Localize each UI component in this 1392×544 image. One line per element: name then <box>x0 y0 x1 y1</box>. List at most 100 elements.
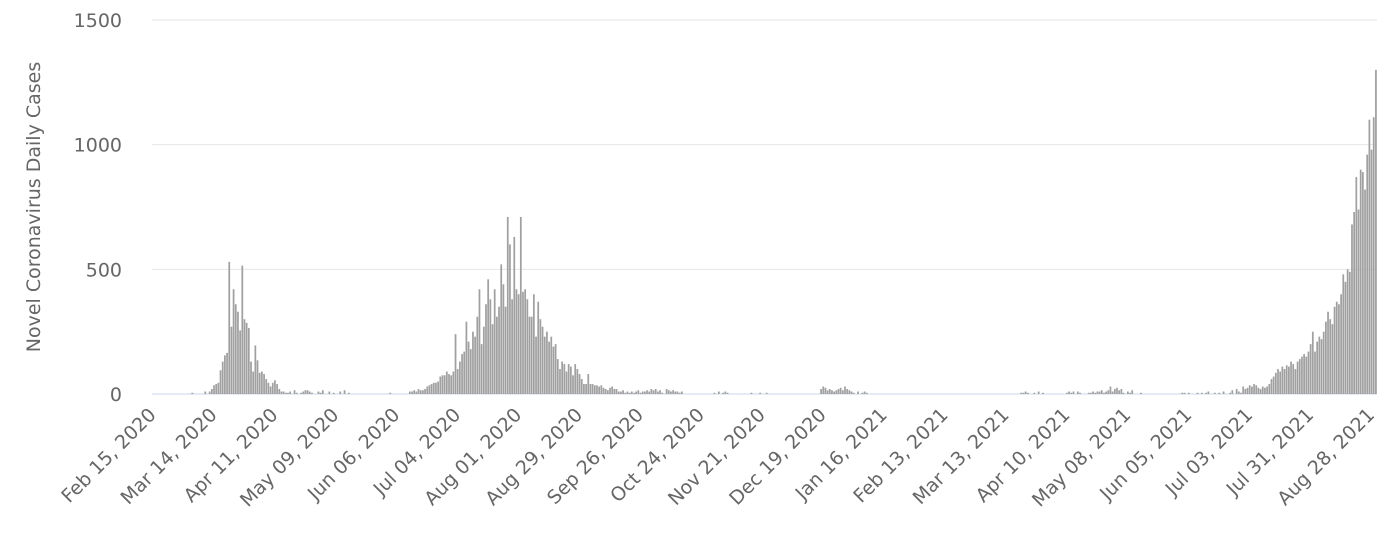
bar <box>526 299 529 394</box>
y-tick-label: 1500 <box>74 10 122 32</box>
bar <box>456 369 459 394</box>
bar <box>482 326 485 394</box>
bar <box>441 375 444 394</box>
bar <box>659 390 661 394</box>
y-tick-label: 500 <box>86 259 122 281</box>
bar <box>519 216 522 394</box>
bar <box>1298 359 1301 394</box>
bar <box>613 389 616 394</box>
bar <box>1113 389 1116 394</box>
bar <box>1140 392 1142 394</box>
bar <box>535 336 537 394</box>
bar <box>522 291 524 394</box>
bar <box>844 386 846 394</box>
bar <box>1259 389 1262 394</box>
bar <box>1120 389 1123 394</box>
bar <box>1118 390 1121 394</box>
bar <box>1296 361 1299 394</box>
bar <box>478 289 481 394</box>
bar <box>848 390 851 394</box>
bar <box>293 390 296 394</box>
bar <box>528 316 531 394</box>
bar <box>232 289 235 394</box>
bar <box>1335 301 1338 394</box>
bar <box>826 390 829 394</box>
bar <box>611 386 614 394</box>
bar <box>230 326 233 394</box>
bar <box>328 391 331 394</box>
bar <box>1324 321 1327 394</box>
bar <box>1322 331 1325 394</box>
bar <box>646 390 648 394</box>
bar <box>661 392 664 394</box>
bar <box>228 261 231 394</box>
bar <box>1327 311 1329 394</box>
bar <box>217 382 220 394</box>
bar <box>559 369 561 394</box>
bar <box>243 319 246 394</box>
bar <box>550 336 553 394</box>
bar <box>472 331 474 394</box>
bar <box>417 389 420 394</box>
bar <box>1131 390 1134 394</box>
bar <box>857 391 859 394</box>
bar <box>1092 391 1094 394</box>
bar <box>465 321 468 394</box>
bar <box>717 391 720 394</box>
bar <box>846 389 849 394</box>
bar <box>302 391 305 394</box>
bar <box>459 361 461 394</box>
bar <box>1346 269 1349 394</box>
bar <box>1270 379 1273 394</box>
bar <box>1342 274 1345 394</box>
bar <box>1100 390 1103 394</box>
bar <box>1331 324 1334 394</box>
bar <box>413 390 416 394</box>
bar <box>1207 391 1210 394</box>
bar <box>1076 391 1079 394</box>
bar <box>609 387 611 394</box>
bar <box>1372 117 1375 395</box>
bar <box>1281 366 1284 394</box>
bar <box>450 375 453 394</box>
bar <box>569 366 572 394</box>
bar <box>1333 306 1336 394</box>
bar <box>1288 366 1290 394</box>
bar <box>319 392 322 394</box>
bar <box>208 391 211 394</box>
bar <box>1368 119 1371 394</box>
bar <box>850 391 853 394</box>
bar <box>191 392 194 394</box>
bar <box>493 289 496 394</box>
bar <box>617 391 620 394</box>
bar <box>258 372 261 394</box>
bar <box>530 316 533 394</box>
bar <box>210 389 213 394</box>
bar <box>280 391 283 394</box>
bar <box>665 389 668 394</box>
bar <box>1109 386 1112 394</box>
bar <box>1255 385 1258 394</box>
bar <box>1187 392 1190 394</box>
bar <box>828 389 831 394</box>
bar <box>593 385 596 394</box>
bar <box>1105 391 1107 394</box>
bar <box>652 390 655 394</box>
bar <box>245 322 248 394</box>
bar <box>1103 392 1105 394</box>
bar <box>224 355 226 394</box>
bar <box>1266 386 1268 394</box>
bar <box>256 360 259 394</box>
bar <box>269 386 272 394</box>
bar <box>332 392 335 394</box>
y-tick-label: 1000 <box>74 135 122 157</box>
bar <box>300 392 302 394</box>
bar <box>348 392 350 394</box>
bar <box>237 311 239 394</box>
bar <box>606 390 609 394</box>
bar <box>428 385 431 394</box>
bar <box>713 392 716 394</box>
bar <box>282 391 285 394</box>
bar <box>724 391 727 394</box>
bar <box>1094 392 1097 394</box>
